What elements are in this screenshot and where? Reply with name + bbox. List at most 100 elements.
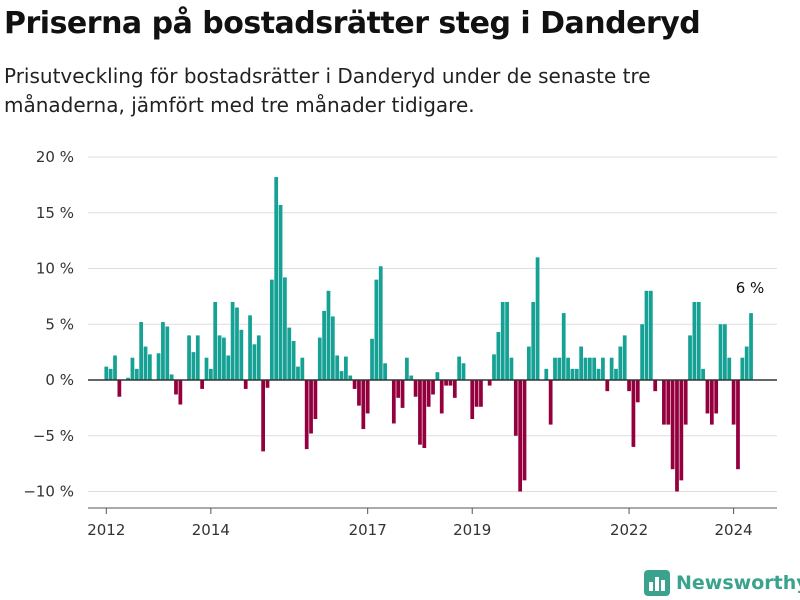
- bar: [317, 337, 322, 380]
- bar: [418, 380, 422, 445]
- bar: [705, 380, 710, 414]
- x-tick-label: 2017: [349, 521, 387, 539]
- bar: [269, 279, 274, 380]
- bar: [605, 380, 610, 392]
- x-tick-label: 2014: [192, 521, 230, 539]
- bar: [352, 380, 357, 389]
- bar: [174, 380, 178, 395]
- bar: [579, 346, 584, 380]
- bar: [561, 313, 566, 380]
- y-tick-label: −5 %: [33, 427, 74, 445]
- bar: [169, 374, 174, 381]
- bar: [322, 310, 326, 380]
- bar: [744, 346, 749, 380]
- bar: [426, 380, 431, 407]
- bar: [570, 368, 575, 380]
- bar: [213, 301, 218, 380]
- bar: [409, 375, 414, 380]
- bar: [513, 380, 518, 436]
- bar: [278, 204, 283, 380]
- bar: [592, 357, 597, 380]
- bar: [195, 335, 200, 380]
- bar: [653, 380, 658, 392]
- y-tick-label: 20 %: [36, 148, 74, 166]
- bar: [518, 380, 523, 492]
- bar: [505, 301, 509, 380]
- bar: [701, 368, 705, 380]
- bar: [291, 340, 296, 380]
- bar: [222, 337, 226, 380]
- bar: [474, 380, 479, 407]
- bar: [156, 353, 161, 380]
- bar: [339, 371, 344, 380]
- bar: [500, 301, 505, 380]
- bar: [187, 335, 191, 380]
- bar: [566, 357, 570, 380]
- bar: [365, 380, 370, 414]
- x-tick-label: 2012: [87, 521, 125, 539]
- x-tick-label: 2024: [715, 521, 753, 539]
- bar: [431, 380, 435, 395]
- bar: [161, 322, 165, 380]
- bar: [479, 380, 483, 407]
- brand: Newsworthy: [644, 570, 800, 596]
- bar: [261, 380, 265, 452]
- bar: [736, 380, 740, 470]
- bar: [357, 380, 361, 406]
- bar: [139, 322, 144, 380]
- bar: [217, 335, 222, 380]
- bar: [113, 355, 117, 380]
- bar: [714, 380, 719, 414]
- bar: [422, 380, 427, 449]
- bar: [283, 277, 287, 380]
- y-tick-label: 15 %: [36, 204, 74, 222]
- bar: [134, 368, 139, 380]
- bar: [627, 380, 631, 392]
- bar: [496, 332, 501, 381]
- bar: [204, 357, 209, 380]
- bar: [618, 346, 623, 380]
- bar: [492, 354, 496, 380]
- bar: [309, 380, 313, 434]
- bar: [666, 380, 671, 425]
- bar: [644, 290, 649, 380]
- bar: [243, 380, 248, 389]
- bar: [635, 380, 640, 403]
- bar: [587, 357, 592, 380]
- bar: [265, 380, 270, 388]
- bar: [108, 368, 113, 380]
- y-tick-label: 0 %: [45, 371, 74, 389]
- bar: [439, 380, 444, 414]
- bar: [104, 366, 109, 380]
- bar: [731, 380, 736, 425]
- bar: [740, 357, 745, 380]
- bar: [413, 380, 418, 397]
- bar: [248, 315, 252, 380]
- last-value-label: 6 %: [736, 279, 765, 297]
- bar: [548, 380, 553, 425]
- bar: [326, 290, 331, 380]
- bar: [348, 375, 353, 380]
- bar: [165, 326, 170, 380]
- bar: [544, 368, 549, 380]
- bar: [487, 380, 492, 386]
- bar: [509, 357, 514, 380]
- bar: [675, 380, 679, 492]
- bar: [461, 363, 466, 380]
- bar: [709, 380, 714, 425]
- grid-lines: [88, 156, 777, 492]
- bar: [435, 372, 440, 380]
- bar: [252, 344, 257, 380]
- bar: [126, 377, 130, 380]
- bars: [104, 177, 753, 492]
- bar: [313, 380, 318, 420]
- bar: [370, 338, 374, 381]
- bar: [178, 380, 183, 405]
- bar: [683, 380, 688, 425]
- bar: [614, 368, 618, 380]
- bar: [235, 307, 239, 380]
- y-tick-label: 5 %: [45, 315, 74, 333]
- bar: [444, 380, 448, 386]
- bar: [662, 380, 666, 425]
